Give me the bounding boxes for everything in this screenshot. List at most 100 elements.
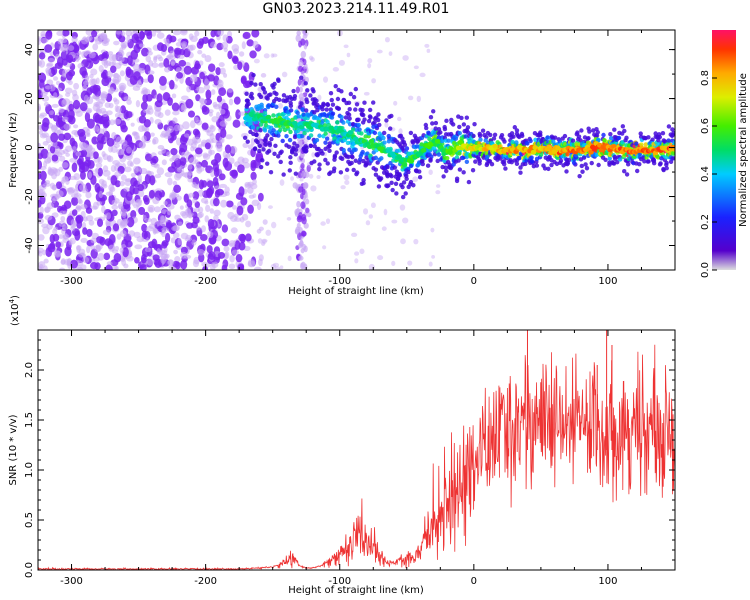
ridge-cell [564,169,569,174]
colorbar: 0.0 0.2 0.4 0.6 0.8 Normalized spectral ampl… [700,30,749,278]
noise-blob [362,208,369,215]
noise-blob [38,249,41,256]
snr-y-label: SNR (10 * v/v) [8,414,19,485]
noise-blob [251,30,260,38]
ridge-cell [529,159,535,164]
ridge-cell [403,191,408,196]
noise-blob [59,267,66,270]
noise-blob [141,135,147,143]
ridge-cell [269,136,274,142]
noise-blob [38,218,45,225]
spectrogram-x-label: Height of straight line (km) [288,286,424,297]
noise-blob [169,157,175,162]
noise-blob [300,201,306,209]
ridge-cell [668,159,674,165]
noise-blob [402,217,409,224]
noise-blob [117,201,124,210]
noise-blob [215,188,225,196]
ridge-cell [457,167,463,172]
ridge-cell [518,165,523,170]
noise-blob [279,265,284,270]
noise-blob [172,180,178,186]
ridge-cell [620,124,626,129]
ridge-cell [659,156,664,161]
ridge-cell [336,106,342,111]
noise-blob [350,232,358,237]
noise-blob [223,73,228,78]
ridge-cell [510,139,515,144]
ridge-cell [327,143,332,149]
noise-blob [126,216,135,228]
ridge-cell [519,131,525,137]
noise-blob [189,35,198,43]
noise-blob [70,226,76,232]
noise-blob [55,119,64,128]
noise-blob [279,179,285,186]
ridge-cell [257,143,263,149]
noise-blob [197,211,204,218]
noise-blob [201,122,209,130]
noise-blob [75,55,80,63]
snr-y-multiplier-base: (x10 [10,303,21,326]
noise-blob [218,173,226,181]
noise-blob [367,58,373,64]
noise-blob [43,258,49,264]
ridge-cell [323,140,328,145]
noise-blob [257,192,264,202]
noise-blob [175,41,183,47]
ridge-cell [259,104,264,110]
noise-blob [108,54,117,62]
noise-blob [114,245,120,251]
ridge-cell [249,91,254,97]
spectrogram-x-tick-label: -100 [328,276,351,287]
noise-blob [174,256,181,263]
noise-blob [139,30,145,41]
noise-blob [213,215,219,221]
noise-blob [231,169,238,179]
ridge-cell [408,179,414,185]
noise-blob [63,232,68,240]
noise-blob [125,66,132,76]
noise-blob [412,176,419,182]
noise-blob [180,30,188,34]
noise-blob [201,261,208,267]
noise-blob [40,92,48,97]
noise-blob [140,101,148,111]
ridge-cell [263,141,268,147]
noise-blob [238,233,246,242]
noise-blob [193,116,199,123]
noise-blob [205,89,212,100]
noise-blob [162,218,169,223]
snr-y-tick-label: 0.0 [24,562,35,578]
ridge-cell [608,132,613,137]
noise-blob [194,30,200,37]
noise-blob [69,237,76,245]
noise-blob [208,111,213,117]
noise-blob [219,120,228,127]
noise-blob [152,227,157,235]
ridge-cell [577,173,582,179]
ridge-cell [390,187,395,193]
noise-blob [38,264,44,270]
ridge-cell [386,139,392,144]
ridge-cell [670,127,675,132]
ridge-cell [349,160,354,166]
ridge-cell [347,106,352,112]
noise-blob [76,219,83,229]
noise-blob [138,206,146,216]
noise-blob [151,62,159,68]
ridge-cell [255,139,260,145]
noise-blob [228,263,236,270]
colorbar-tick-label: 0.8 [700,70,711,86]
ridge-cell [362,117,367,122]
ridge-cell [251,72,256,78]
noise-blob [175,67,181,73]
noise-blob [86,109,92,114]
noise-blob [164,132,171,137]
noise-blob [50,132,59,143]
noise-blob [208,251,216,260]
ridge-cell [420,158,425,164]
ridge-cell [622,128,627,134]
ridge-cell [585,136,590,142]
noise-blob [38,36,42,42]
